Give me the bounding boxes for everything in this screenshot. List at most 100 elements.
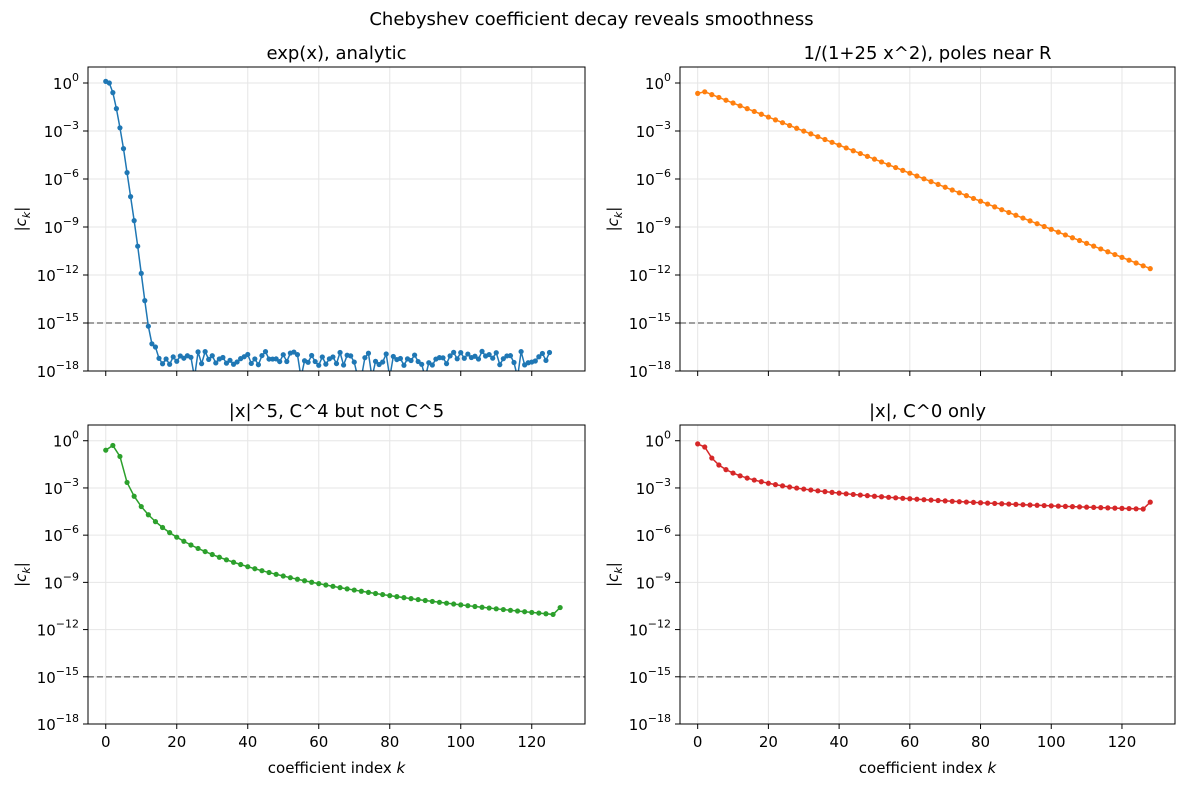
data-point bbox=[977, 500, 984, 506]
data-point bbox=[794, 485, 800, 491]
data-point bbox=[380, 591, 386, 598]
data-point bbox=[419, 361, 425, 367]
data-point bbox=[358, 588, 364, 594]
data-point bbox=[787, 484, 793, 490]
data-point bbox=[1126, 505, 1132, 512]
axes-frame bbox=[87, 66, 586, 372]
data-point bbox=[744, 475, 750, 481]
data-point bbox=[490, 355, 496, 361]
y-tick-label: 100 bbox=[645, 71, 671, 93]
data-point bbox=[252, 356, 258, 362]
data-point bbox=[397, 355, 403, 362]
data-point bbox=[963, 499, 969, 505]
data-point bbox=[309, 579, 315, 585]
subplot-title: |x|, C^0 only bbox=[869, 401, 986, 422]
data-point bbox=[1006, 501, 1012, 507]
data-point bbox=[1048, 226, 1054, 232]
data-point bbox=[312, 358, 318, 365]
data-point bbox=[458, 350, 464, 356]
data-point bbox=[737, 103, 743, 109]
data-point bbox=[702, 444, 708, 450]
data-point bbox=[443, 361, 450, 367]
data-point bbox=[330, 583, 336, 589]
data-point bbox=[113, 106, 119, 112]
data-point bbox=[167, 530, 173, 536]
data-point bbox=[730, 470, 736, 476]
data-point bbox=[695, 441, 701, 447]
x-axis-label: coefficient index k bbox=[859, 759, 998, 777]
panels: 100 10−3 10−6 10−9 10−12 10−15 10−18 exp(x), an… bbox=[12, 43, 1176, 777]
data-point bbox=[493, 606, 499, 612]
data-point bbox=[401, 362, 407, 368]
data-point bbox=[351, 587, 357, 593]
data-point bbox=[900, 495, 906, 501]
data-point bbox=[836, 142, 842, 148]
data-point bbox=[234, 359, 240, 365]
data-point bbox=[195, 545, 201, 552]
subplot-4: 0 20 40 60 80 100 120 100 10−3 10−6 10−9 10−12 10−15… bbox=[604, 401, 1176, 777]
data-point bbox=[443, 600, 450, 606]
data-point bbox=[1098, 246, 1104, 252]
data-point bbox=[723, 97, 729, 103]
data-point bbox=[1027, 218, 1033, 224]
data-point bbox=[408, 357, 414, 364]
data-point bbox=[188, 354, 194, 360]
data-point bbox=[857, 492, 863, 498]
x-tick-label: 40 bbox=[238, 733, 257, 751]
data-point bbox=[454, 356, 460, 362]
x-tick-label: 20 bbox=[759, 733, 778, 751]
data-point bbox=[458, 602, 464, 608]
y-tick-label: 10−15 bbox=[629, 665, 671, 687]
data-point bbox=[829, 489, 835, 495]
data-point bbox=[914, 496, 920, 502]
data-point bbox=[436, 599, 443, 605]
data-point bbox=[518, 348, 524, 355]
data-point bbox=[1069, 504, 1076, 510]
y-tick-label: 10−3 bbox=[636, 476, 671, 498]
data-point bbox=[956, 190, 962, 196]
y-tick-label: 10−9 bbox=[44, 570, 79, 592]
data-point bbox=[216, 554, 222, 560]
data-point bbox=[550, 611, 556, 618]
y-tick-label: 10−12 bbox=[37, 618, 79, 640]
x-tick-label: 20 bbox=[167, 733, 186, 751]
x-tick-label: 100 bbox=[446, 733, 475, 751]
data-point bbox=[507, 353, 514, 359]
x-tick-label: 0 bbox=[101, 733, 111, 751]
data-point bbox=[1105, 505, 1111, 511]
data-point bbox=[893, 164, 899, 171]
data-point bbox=[829, 139, 835, 145]
data-point bbox=[543, 357, 549, 364]
data-point bbox=[886, 494, 892, 500]
data-point bbox=[942, 498, 948, 504]
data-point bbox=[1034, 502, 1040, 508]
y-tick-label: 10−12 bbox=[629, 263, 671, 285]
data-point bbox=[1055, 503, 1061, 509]
subplot-2: 100 10−3 10−6 10−9 10−12 10−15 10−18 1/(1+25 x^… bbox=[604, 43, 1176, 381]
data-point bbox=[1112, 251, 1118, 258]
data-point bbox=[138, 503, 144, 510]
data-point bbox=[309, 352, 315, 359]
data-point bbox=[451, 349, 457, 355]
data-point bbox=[970, 195, 977, 202]
y-tick-label: 10−9 bbox=[636, 570, 671, 592]
data-point bbox=[758, 479, 764, 485]
data-point bbox=[536, 610, 542, 616]
data-point bbox=[751, 477, 757, 483]
x-axis-label: coefficient index k bbox=[268, 759, 407, 777]
data-point bbox=[716, 462, 722, 468]
data-point bbox=[447, 353, 453, 359]
data-point bbox=[223, 360, 230, 366]
y-tick-label: 10−12 bbox=[629, 618, 671, 640]
data-point bbox=[156, 355, 162, 361]
data-point bbox=[529, 609, 535, 616]
data-point bbox=[493, 350, 499, 356]
data-point bbox=[131, 493, 137, 499]
data-point bbox=[921, 497, 927, 503]
data-point bbox=[1119, 505, 1125, 511]
data-point bbox=[744, 106, 750, 112]
data-point bbox=[465, 603, 471, 609]
x-tick-label: 120 bbox=[1108, 733, 1137, 751]
data-point bbox=[305, 359, 311, 365]
data-point bbox=[723, 467, 729, 473]
